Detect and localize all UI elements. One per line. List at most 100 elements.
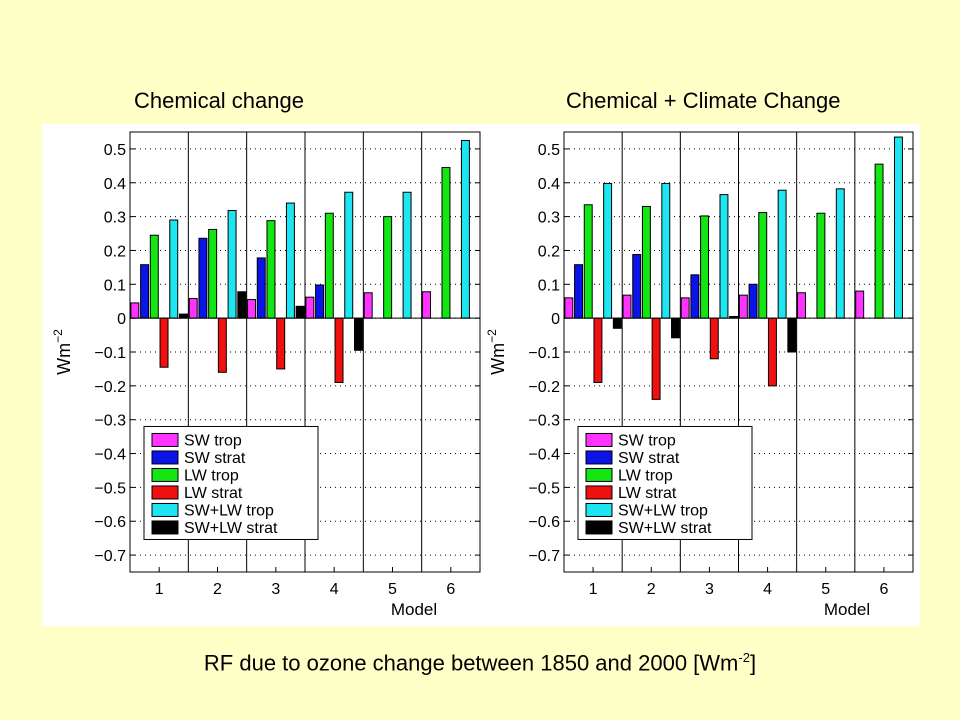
bar-sw-trop: [363, 292, 373, 319]
legend-swatch: [151, 520, 179, 535]
bar-lw-trop: [641, 205, 651, 319]
charts-svg: 0.5 0.4 0.3 0.2 0.1 0 −0.1 −0.2 −0.3 −0.4 −0.5 −0.6…: [51, 131, 914, 619]
chart-panel-2: 0.5 0.4 0.3 0.2 0.1 0 −0.1 −0.2 −0.3 −0.4 −0.5 −0.6…: [485, 131, 914, 619]
bar-lw-trop: [208, 228, 218, 319]
y-tick-label: −0.5: [528, 480, 560, 497]
legend-swatch: [585, 450, 613, 465]
bar-sw-lw-trop: [719, 194, 729, 319]
bar-sw-lw-strat: [612, 317, 622, 329]
legend-swatch: [151, 450, 179, 465]
bar-sw-strat: [574, 264, 584, 319]
bar-lw-trop: [266, 220, 276, 319]
bar-sw-trop: [130, 302, 140, 319]
bar-lw-strat: [159, 317, 169, 368]
bar-sw-strat: [632, 254, 642, 319]
x-tick-label: 3: [271, 581, 280, 598]
y-tick-label: −0.3: [94, 413, 126, 430]
x-axis-label: Model: [824, 600, 870, 619]
y-tick-label: −0.5: [94, 480, 126, 497]
y-tick-label: −0.3: [528, 413, 560, 430]
bar-sw-strat: [198, 237, 208, 319]
x-tick-label: 1: [589, 581, 598, 598]
y-axis-label-unit: Wm: [488, 343, 508, 375]
legend-label: SW+LW trop: [184, 502, 274, 519]
bar-lw-strat: [334, 317, 344, 383]
bar-sw-lw-strat: [178, 313, 188, 319]
right-panel-title: Chemical + Climate Change: [566, 88, 841, 113]
bar-lw-trop: [874, 163, 884, 319]
y-tick-label: 0.2: [538, 243, 560, 260]
bar-sw-lw-trop: [835, 188, 845, 319]
bar-lw-trop: [758, 212, 768, 319]
legend-label: LW trop: [618, 467, 673, 484]
bar-sw-trop: [738, 294, 748, 319]
y-tick-label: 0.3: [104, 210, 126, 227]
legend-label: LW strat: [618, 485, 677, 502]
y-tick-label: 0.1: [538, 277, 560, 294]
x-axis-label: Model: [391, 600, 437, 619]
bar-sw-lw-trop: [460, 139, 470, 319]
y-axis-label: Wm−2: [51, 329, 74, 375]
bar-lw-strat: [767, 317, 777, 387]
bar-sw-trop: [247, 299, 257, 319]
bar-lw-strat: [217, 317, 227, 373]
figure-caption: RF due to ozone change between 1850 and …: [0, 650, 960, 676]
bar-sw-lw-strat: [671, 317, 680, 339]
y-tick-label: 0.3: [538, 210, 560, 227]
y-tick-label: −0.6: [94, 514, 126, 531]
y-tick-label: 0.5: [538, 142, 560, 159]
y-tick-label: −0.2: [528, 379, 560, 396]
chart-panel-1: 0.5 0.4 0.3 0.2 0.1 0 −0.1 −0.2 −0.3 −0.4 −0.5 −0.6…: [51, 131, 481, 619]
legend-label: SW trop: [618, 432, 676, 449]
legend-swatch: [151, 467, 179, 482]
bar-lw-strat: [276, 317, 286, 370]
caption-exponent: -2: [738, 650, 750, 665]
legend-label: LW trop: [184, 467, 239, 484]
y-tick-label: 0.4: [104, 176, 126, 193]
x-tick-label: 2: [213, 581, 222, 598]
legend-swatch: [151, 502, 179, 517]
legend-label: SW+LW trop: [618, 502, 708, 519]
y-tick-label: −0.7: [94, 548, 126, 565]
y-tick-label: −0.4: [528, 447, 560, 464]
x-tick-label: 1: [155, 581, 164, 598]
x-tick-label: 4: [330, 581, 339, 598]
x-tick-label: 5: [388, 581, 397, 598]
x-tick-label: 4: [763, 581, 772, 598]
bar-sw-trop: [797, 292, 806, 319]
bar-sw-trop: [855, 290, 865, 319]
bar-sw-lw-trop: [777, 189, 787, 319]
bar-sw-trop: [622, 294, 632, 319]
legend-label: LW strat: [184, 485, 243, 502]
legend-swatch: [151, 432, 179, 447]
bar-sw-lw-trop: [402, 191, 412, 319]
x-tick-label: 2: [647, 581, 656, 598]
bar-lw-trop: [441, 167, 451, 319]
y-tick-label: −0.4: [94, 447, 126, 464]
bar-sw-trop: [188, 298, 198, 319]
legend-swatch: [585, 432, 613, 447]
legend-swatch: [585, 502, 613, 517]
bar-sw-strat: [256, 257, 266, 319]
legend-label: SW+LW strat: [618, 520, 712, 537]
legend-swatch: [585, 520, 613, 535]
legend-swatch: [585, 467, 613, 482]
caption-text: RF due to ozone change between 1850 and …: [203, 650, 739, 676]
y-axis-label-exponent: −2: [485, 329, 499, 343]
bar-sw-trop: [422, 291, 432, 319]
bar-sw-lw-strat: [787, 317, 797, 353]
bar-lw-trop: [149, 234, 159, 319]
y-tick-label: 0.2: [104, 243, 126, 260]
bar-sw-lw-strat: [353, 317, 363, 351]
bar-sw-strat: [748, 283, 758, 319]
legend-label: SW strat: [184, 450, 246, 467]
bar-sw-lw-trop: [169, 219, 179, 319]
bar-lw-trop: [583, 204, 593, 319]
left-panel-title: Chemical change: [134, 88, 304, 113]
bar-sw-trop: [680, 297, 690, 319]
bar-sw-lw-trop: [661, 182, 671, 319]
legend-label: SW strat: [618, 450, 680, 467]
bar-lw-trop: [700, 215, 710, 319]
x-tick-label: 5: [821, 581, 830, 598]
bar-lw-trop: [383, 216, 393, 319]
